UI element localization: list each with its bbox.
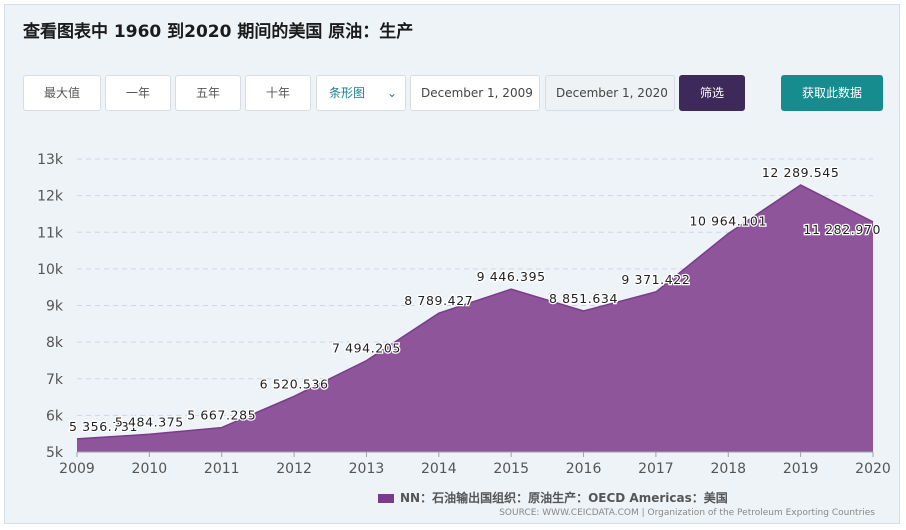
chevron-down-icon: ⌄ [386,86,397,100]
data-label: 9 371.422 [621,272,690,287]
y-tick-label: 12k [37,189,64,205]
data-label: 5 667.285 [187,408,256,423]
y-tick-label: 13k [37,152,64,168]
data-label: 10 964.101 [689,214,767,229]
x-tick-label: 2020 [855,461,891,477]
range-5y-button[interactable]: 五年 [175,75,241,111]
y-axis-ticks: 5k 6k 7k 8k 9k 10k 11k 12k 13k [37,152,64,461]
data-label: 12 289.545 [762,165,840,180]
data-label: 6 520.536 [260,376,329,391]
date-to-input[interactable]: December 1, 2020 [545,75,675,111]
source-note: SOURCE: WWW.CEICDATA.COM | Organization … [499,508,875,518]
get-data-button[interactable]: 获取此数据 [781,75,883,111]
legend-swatch [378,494,394,503]
area-line [76,184,874,440]
date-from-input[interactable]: December 1, 2009 [410,75,540,111]
chart-type-select[interactable]: 条形图 ⌄ [316,75,406,111]
toolbar: 最大值 一年 五年 十年 条形图 ⌄ December 1, 2009 Dece… [23,75,883,113]
data-label: 7 494.205 [332,341,401,356]
x-tick-label: 2018 [710,461,746,477]
range-max-button[interactable]: 最大值 [23,75,101,111]
x-tick-label: 2019 [783,461,819,477]
y-tick-label: 7k [46,372,64,388]
x-tick-label: 2009 [59,461,95,477]
data-label: 5 356.731 [69,419,138,434]
x-tick-label: 2010 [132,461,168,477]
x-axis-ticks: 2009 2010 2011 2012 2013 2014 2015 2016 2017 2018… [59,452,891,477]
page-title: 查看图表中 1960 到2020 期间的美国 原油：生产 [23,22,414,42]
y-tick-label: 6k [46,408,64,424]
y-tick-label: 11k [37,225,64,241]
chart-panel: 查看图表中 1960 到2020 期间的美国 原油：生产 最大值 一年 五年 十… [4,4,900,524]
y-tick-label: 5k [46,445,64,461]
x-tick-label: 2013 [349,461,385,477]
x-tick-label: 2017 [638,461,674,477]
data-label: 8 789.427 [404,293,473,308]
x-tick-label: 2011 [204,461,240,477]
range-10y-button[interactable]: 十年 [245,75,311,111]
legend: NN：石油输出国组织：原油生产：OECD Americas：美国 [378,489,728,506]
range-1y-button[interactable]: 一年 [105,75,171,111]
y-tick-label: 10k [37,262,64,278]
area-fill [77,185,873,452]
data-label: 11 282.970 [803,222,881,237]
data-label: 9 446.395 [477,269,546,284]
x-tick-label: 2015 [493,461,529,477]
legend-label: NN：石油输出国组织：原油生产：OECD Americas：美国 [400,491,728,505]
area-series [76,184,874,453]
y-tick-label: 8k [46,335,64,351]
x-tick-label: 2016 [566,461,602,477]
y-tick-label: 9k [46,299,64,315]
x-tick-label: 2014 [421,461,457,477]
filter-button[interactable]: 筛选 [679,75,745,111]
data-label: 5 484.375 [115,414,184,429]
x-tick-label: 2012 [276,461,312,477]
chart-type-value: 条形图 [329,86,366,100]
data-label: 8 851.634 [549,291,618,306]
